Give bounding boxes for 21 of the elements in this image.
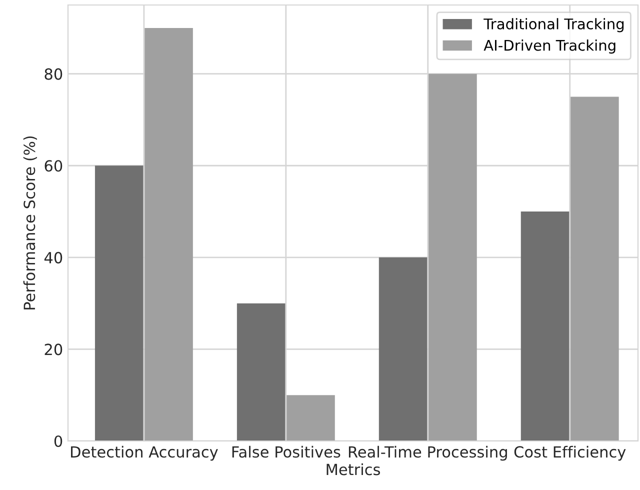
bar (236, 303, 286, 441)
bar (570, 96, 619, 441)
y-tick-label: 40 (44, 252, 62, 264)
y-tick-label: 80 (44, 68, 62, 80)
x-tick-label: False Positives (232, 446, 340, 458)
x-axis-title: Metrics (326, 463, 380, 476)
bar (144, 28, 193, 441)
x-tick-label: Cost Efficiency (514, 446, 626, 461)
bar (520, 212, 570, 441)
bar (428, 74, 477, 441)
x-tick-label: Detection Accuracy (71, 446, 218, 461)
y-axis-title: Performance Score (%) (23, 136, 37, 310)
legend-label: Traditional Tracking (484, 18, 624, 32)
y-tick-label: 20 (44, 344, 62, 356)
bar (378, 257, 428, 441)
y-tick-label: 0 (54, 435, 62, 448)
x-tick-label: Real-Time Processing (348, 446, 507, 461)
y-tick-label: 60 (44, 160, 62, 172)
bar (286, 395, 335, 441)
bar (94, 166, 144, 441)
legend-label: AI-Driven Tracking (484, 40, 616, 54)
